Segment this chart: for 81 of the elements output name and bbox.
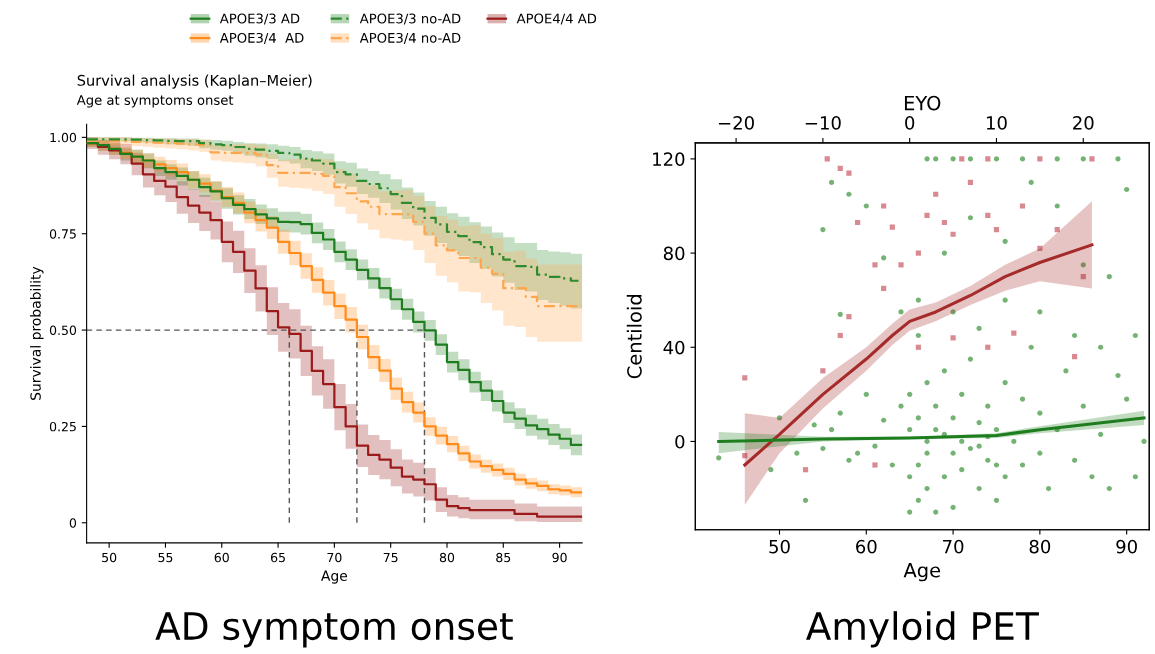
- x2-tick-label: 10: [986, 116, 1007, 130]
- x-tick-label: 80: [1029, 539, 1051, 554]
- legend-label: APOE3/4 AD: [219, 32, 304, 44]
- point: [1037, 156, 1043, 162]
- point: [824, 156, 830, 162]
- x-axis-title: Age: [321, 570, 348, 584]
- y-tick-label: 0.75: [49, 229, 76, 239]
- x-tick-label: 55: [158, 552, 173, 563]
- line-series: [743, 243, 1094, 467]
- legend-label: APOE3/3 AD: [219, 13, 300, 25]
- y-tick-label: 0: [69, 518, 77, 528]
- x-tick-label: 80: [439, 552, 455, 563]
- x2-tick-label: 0: [905, 116, 915, 130]
- x-tick-label: 50: [769, 539, 790, 554]
- x-tick-label: 85: [496, 552, 511, 563]
- chart-subtitle: Age at symptoms onset: [76, 95, 234, 108]
- point: [742, 375, 748, 381]
- point: [1071, 354, 1078, 360]
- point: [915, 250, 921, 256]
- point: [872, 462, 878, 468]
- point: [846, 170, 852, 176]
- x-tick-label: 90: [1116, 539, 1137, 554]
- line-series: [717, 416, 1146, 443]
- y-tick-label: 0: [675, 434, 685, 449]
- point: [742, 452, 748, 459]
- x-axis-title: Age: [903, 563, 941, 582]
- x2-tick-label: −20: [718, 116, 754, 130]
- point: [802, 467, 809, 473]
- point: [950, 335, 956, 341]
- y-tick-label: 0.50: [49, 325, 77, 335]
- y-tick-label: 40: [663, 340, 685, 355]
- x-tick-label: 60: [856, 539, 877, 554]
- x2-tick-label: 20: [1073, 116, 1094, 130]
- point: [1011, 330, 1017, 336]
- point: [985, 344, 991, 350]
- x2-tick-label: −10: [805, 116, 841, 130]
- point: [837, 165, 843, 171]
- point: [881, 285, 887, 291]
- point: [1019, 203, 1026, 209]
- point: [1037, 245, 1043, 251]
- point: [985, 212, 991, 219]
- x-tick-label: 75: [383, 552, 398, 563]
- legend-label: APOE3/3 no-AD: [359, 13, 461, 25]
- x-tick-label: 65: [270, 552, 285, 563]
- point: [855, 219, 861, 226]
- point: [985, 156, 991, 162]
- point: [889, 224, 895, 230]
- y-tick-label: 120: [653, 152, 685, 167]
- point: [967, 179, 974, 186]
- text: Amyloid PET: [806, 611, 1039, 648]
- chart-title: Survival analysis (Kaplan–Meier): [77, 74, 312, 89]
- point: [924, 212, 930, 219]
- point: [915, 344, 921, 350]
- y-tick-label: 1.00: [50, 132, 77, 143]
- legend-label: APOE3/4 no-AD: [359, 32, 461, 44]
- x-tick-label: 50: [102, 552, 117, 563]
- x-tick-label: 60: [214, 552, 229, 563]
- point: [959, 156, 965, 162]
- point: [941, 219, 947, 226]
- y-axis-title: Centiloid: [626, 295, 642, 379]
- point: [1054, 226, 1060, 233]
- point: [820, 368, 826, 374]
- point: [950, 231, 956, 237]
- x-tick-label: 70: [327, 552, 342, 563]
- x-tick-label: 90: [552, 552, 567, 563]
- point: [846, 314, 852, 320]
- point: [898, 262, 904, 268]
- point: [1080, 274, 1086, 280]
- point: [933, 191, 939, 197]
- x2-axis-title: EYO: [904, 95, 941, 111]
- y-tick-label: 80: [663, 246, 685, 261]
- y-axis-title: Survival probability: [30, 266, 44, 400]
- point: [993, 226, 1000, 233]
- legend-label: APOE4/4 AD: [516, 13, 597, 25]
- point: [872, 262, 878, 268]
- x-tick-label: 70: [943, 539, 964, 554]
- text: AD symptom onset: [155, 612, 513, 648]
- y-tick-label: 0.25: [49, 421, 76, 432]
- point: [837, 332, 843, 339]
- point: [881, 203, 887, 209]
- point: [1089, 156, 1095, 162]
